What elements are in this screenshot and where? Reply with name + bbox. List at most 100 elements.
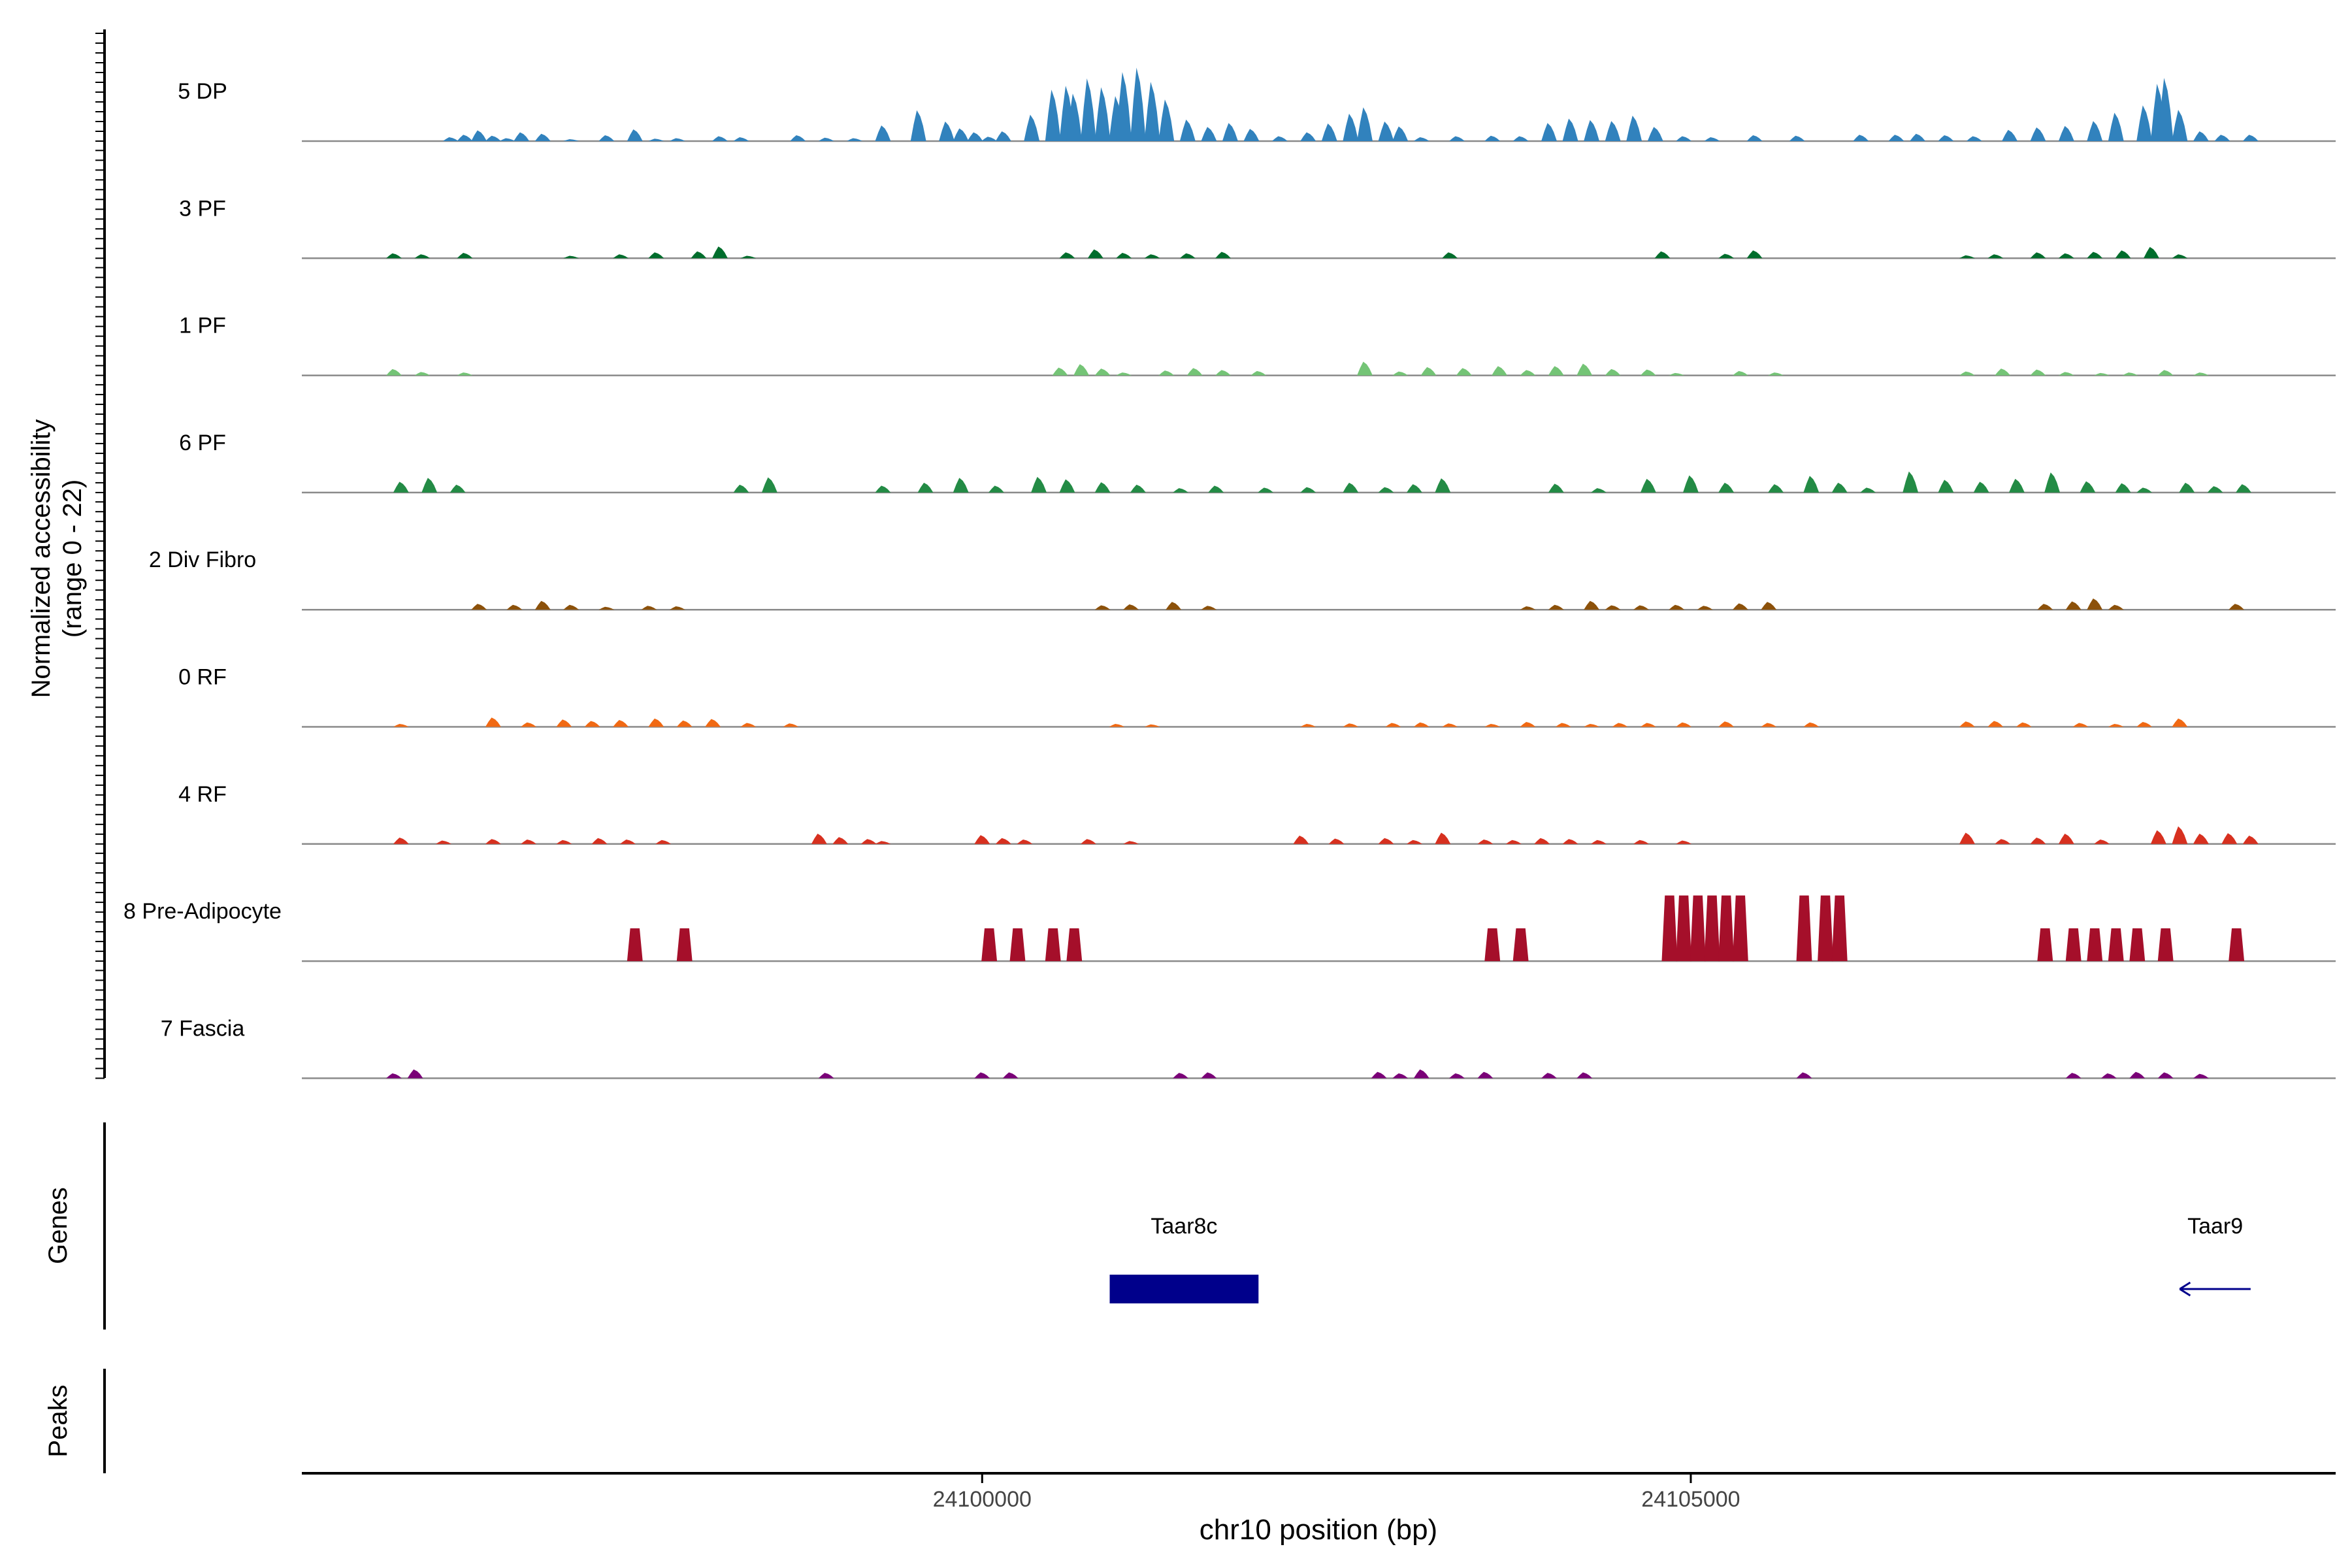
coverage-peak (1201, 606, 1217, 610)
coverage-peak (1584, 600, 1600, 610)
track-label: 1 PF (179, 314, 226, 338)
coverage-peak (2193, 834, 2209, 844)
coverage-peak (2058, 253, 2074, 259)
coverage-peak (669, 138, 685, 141)
track-label: 7 Fascia (161, 1016, 245, 1041)
coverage-peak (1484, 135, 1501, 141)
coverage-peak (1605, 121, 1621, 141)
coverage-peak (1584, 120, 1600, 141)
coverage-peak (1591, 488, 1607, 493)
coverage-peak (485, 839, 501, 844)
coverage-peak (613, 720, 629, 727)
coverage-peak (1718, 721, 1735, 727)
coverage-peak (1059, 252, 1075, 259)
track-label: 0 RF (178, 665, 227, 690)
coverage-peak (521, 840, 537, 844)
gene-taar8c: Taar8c (1109, 1214, 1259, 1303)
coverage-peak (1094, 87, 1111, 141)
coverage-peak (1718, 895, 1735, 962)
gene-taar9: Taar9 (2179, 1214, 2251, 1297)
coverage-peak (1378, 487, 1394, 493)
coverage-peak (655, 840, 672, 844)
coverage-peak (563, 604, 580, 610)
coverage-peak (1520, 606, 1536, 610)
coverage-peak (1116, 372, 1132, 376)
coverage-peak (1541, 1073, 1557, 1079)
coverage-peak (1009, 928, 1026, 962)
coverage-peak (393, 482, 409, 493)
coverage-peak (2172, 110, 2188, 141)
coverage-peak (1052, 367, 1068, 376)
coverage-peak (1059, 479, 1075, 493)
coverage-peak (1704, 895, 1720, 962)
coverage-peak (2172, 718, 2188, 727)
track-label: 2 Div Fibro (149, 547, 256, 572)
coverage-peak (1818, 895, 1833, 962)
coverage-peak (1435, 478, 1451, 493)
coverage-peak (506, 604, 523, 610)
coverage-peak (761, 477, 777, 493)
coverage-peak (2094, 372, 2110, 376)
coverage-peak (1271, 136, 1288, 141)
coverage-peak (2065, 601, 2082, 610)
coverage-peak (1300, 487, 1316, 493)
coverage-peak (1378, 838, 1394, 844)
coverage-peak (1066, 93, 1083, 141)
coverage-peak (1676, 722, 1692, 727)
coverage-peak (1512, 136, 1529, 141)
coverage-peak (1456, 368, 1472, 376)
coverage-peak (2136, 487, 2153, 493)
coverage-peak (556, 840, 572, 844)
coverage-peak (386, 368, 402, 376)
coverage-peak (1158, 370, 1175, 376)
coverage-peak (2002, 129, 2017, 141)
track-3-pf: 3 PF (179, 196, 2336, 259)
coverage-peak (563, 139, 580, 141)
coverage-peak (1647, 127, 1663, 141)
coverage-peak (2136, 105, 2153, 141)
coverage-peak (1683, 475, 1699, 493)
coverage-peak (1520, 722, 1536, 727)
coverage-peak (1576, 1072, 1593, 1079)
coverage-peak (995, 838, 1011, 844)
coverage-peak (471, 130, 487, 141)
coverage-peak (1186, 368, 1203, 376)
coverage-peak (2179, 482, 2195, 493)
coverage-peak (1732, 603, 1748, 610)
coverage-peak (953, 478, 969, 493)
coverage-peak (620, 840, 636, 844)
coverage-peak (1541, 123, 1557, 141)
coverage-peak (1087, 249, 1103, 259)
coverage-peak (691, 251, 707, 259)
coverage-peak (1406, 840, 1422, 844)
coverage-peak (1357, 107, 1373, 141)
track-6-pf: 6 PF (179, 431, 2336, 494)
coverage-peak (1179, 253, 1196, 259)
coverage-peak (1768, 372, 1784, 376)
coverage-peak (1938, 480, 1954, 493)
coverage-peak (1938, 135, 1954, 141)
coverage-peak (1066, 928, 1083, 962)
coverage-peak (1605, 368, 1621, 376)
coverage-peak (1045, 928, 1061, 962)
coverage-peak (534, 600, 551, 610)
coverage-peak (1392, 1073, 1409, 1079)
genes-panel-label: Genes (44, 1187, 73, 1264)
coverage-peak (1903, 471, 1919, 493)
coverage-peak (1973, 482, 1989, 493)
coverage-peak (1484, 928, 1501, 962)
coverage-peak (1831, 895, 1848, 962)
coverage-peak (1732, 370, 1748, 376)
coverage-peak (2150, 830, 2166, 844)
coverage-peak (2072, 723, 2089, 727)
coverage-peak (1612, 723, 1628, 727)
coverage-peak (1378, 122, 1394, 141)
coverage-peak (783, 723, 799, 727)
coverage-peak (1520, 370, 1536, 376)
coverage-peak (1045, 90, 1061, 141)
coverage-peak (1166, 602, 1182, 610)
coverage-peak (1605, 605, 1621, 610)
coverage-peak (1477, 840, 1494, 844)
coverage-peak (1995, 368, 2011, 376)
coverage-peak (1718, 482, 1735, 493)
